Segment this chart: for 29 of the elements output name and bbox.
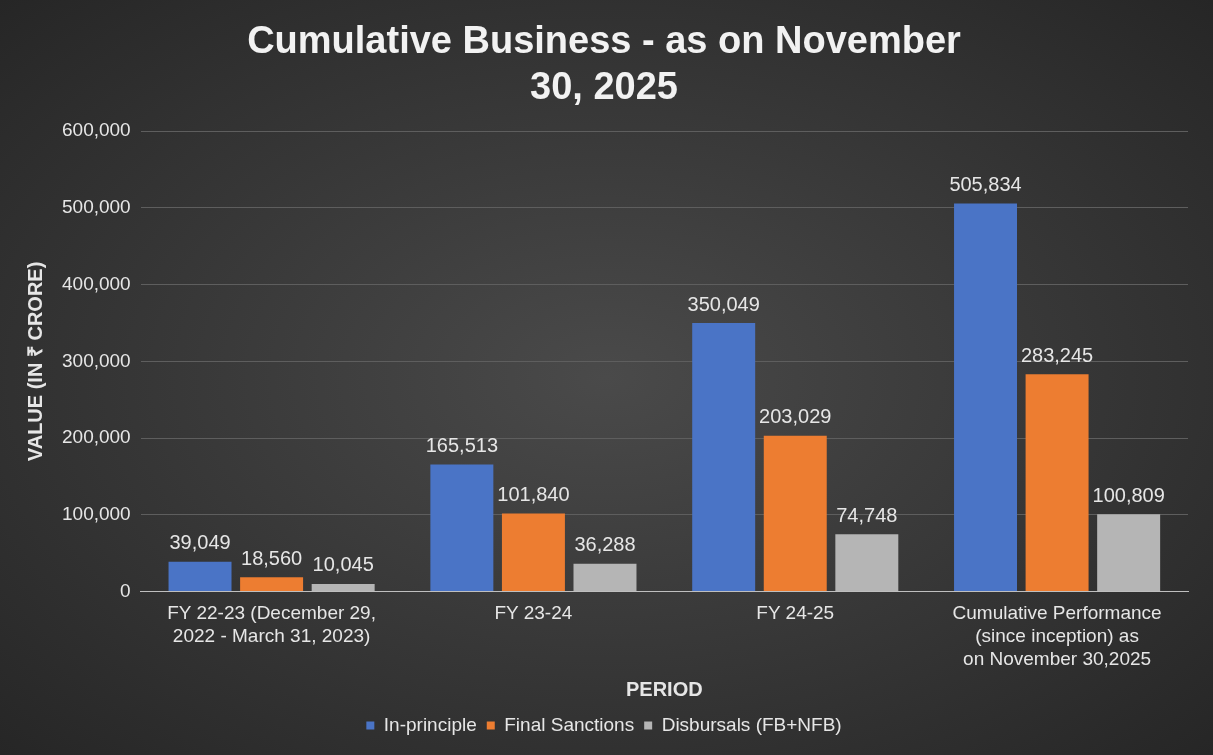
data-label: 10,045 bbox=[312, 553, 374, 576]
data-label: 505,834 bbox=[949, 172, 1022, 195]
x-tick-label: FY 24-25 bbox=[756, 602, 835, 624]
y-tick-label: 0 bbox=[120, 579, 131, 601]
data-label: 18,560 bbox=[241, 546, 303, 569]
x-tick-label: FY 22-23 (December 29, 2022 - March 31, 2023) bbox=[167, 602, 376, 647]
data-label: 36,288 bbox=[574, 533, 636, 556]
y-tick-label: 300,000 bbox=[61, 349, 131, 371]
x-axis-title: PERIOD bbox=[626, 677, 703, 700]
y-tick-label: 600,000 bbox=[61, 119, 131, 141]
chart-title: Cumulative Business - as on November 30, 2025 bbox=[247, 19, 962, 107]
data-label: 74,748 bbox=[836, 503, 898, 526]
y-tick-label: 500,000 bbox=[61, 196, 131, 218]
y-axis-title: VALUE (IN ₹ CRORE) bbox=[23, 261, 46, 462]
data-label: 39,049 bbox=[169, 531, 231, 554]
y-tick-label: 200,000 bbox=[61, 426, 131, 448]
y-tick-label: 400,000 bbox=[61, 272, 131, 294]
data-label: 283,245 bbox=[1020, 343, 1094, 366]
legend-label: In-principle bbox=[383, 713, 477, 735]
data-label: 100,809 bbox=[1092, 483, 1165, 506]
data-label: 165,513 bbox=[425, 434, 499, 457]
data-label: 101,840 bbox=[497, 482, 570, 505]
legend-label: Final Sanctions bbox=[504, 713, 635, 735]
data-label: 350,049 bbox=[687, 292, 760, 315]
x-tick-label: FY 23-24 bbox=[494, 602, 573, 624]
data-label: 203,029 bbox=[759, 405, 832, 428]
y-tick-label: 100,000 bbox=[61, 503, 131, 525]
x-tick-label: Cumulative Performance (since inception) as on November 30,2025 bbox=[952, 602, 1162, 669]
legend-label: Disbursals (FB+NFB) bbox=[661, 713, 842, 735]
